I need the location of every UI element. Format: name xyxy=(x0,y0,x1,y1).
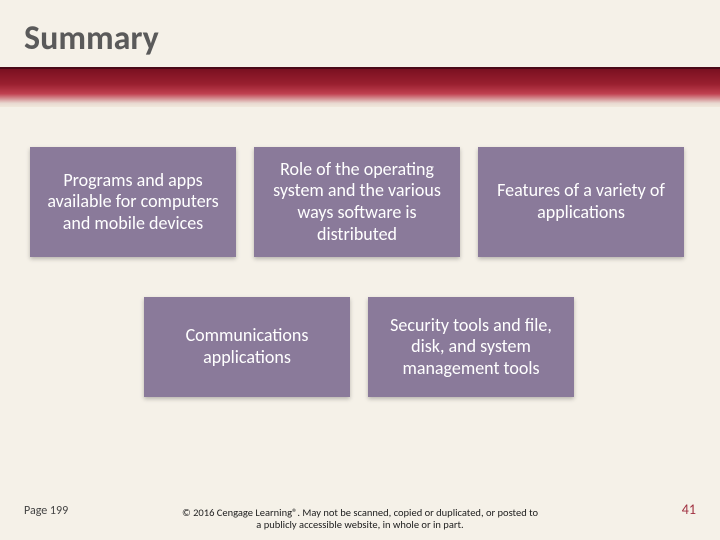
summary-box: Features of a variety of applications xyxy=(478,147,684,257)
summary-box: Communications applications xyxy=(144,297,350,397)
summary-box: Role of the operating system and the var… xyxy=(254,147,460,257)
summary-box: Security tools and file, disk, and syste… xyxy=(368,297,574,397)
slide-number: 41 xyxy=(682,501,696,518)
content-area: Programs and apps available for computer… xyxy=(0,107,720,487)
accent-bar xyxy=(0,67,720,107)
footer: Page 199 © 2016 Cengage Learning®. May n… xyxy=(0,484,720,540)
copyright-text: © 2016 Cengage Learning®. May not be sca… xyxy=(180,507,540,532)
title-area: Summary xyxy=(0,0,720,67)
page-reference: Page 199 xyxy=(24,504,68,518)
summary-box: Programs and apps available for computer… xyxy=(30,147,236,257)
slide-title: Summary xyxy=(24,18,696,59)
